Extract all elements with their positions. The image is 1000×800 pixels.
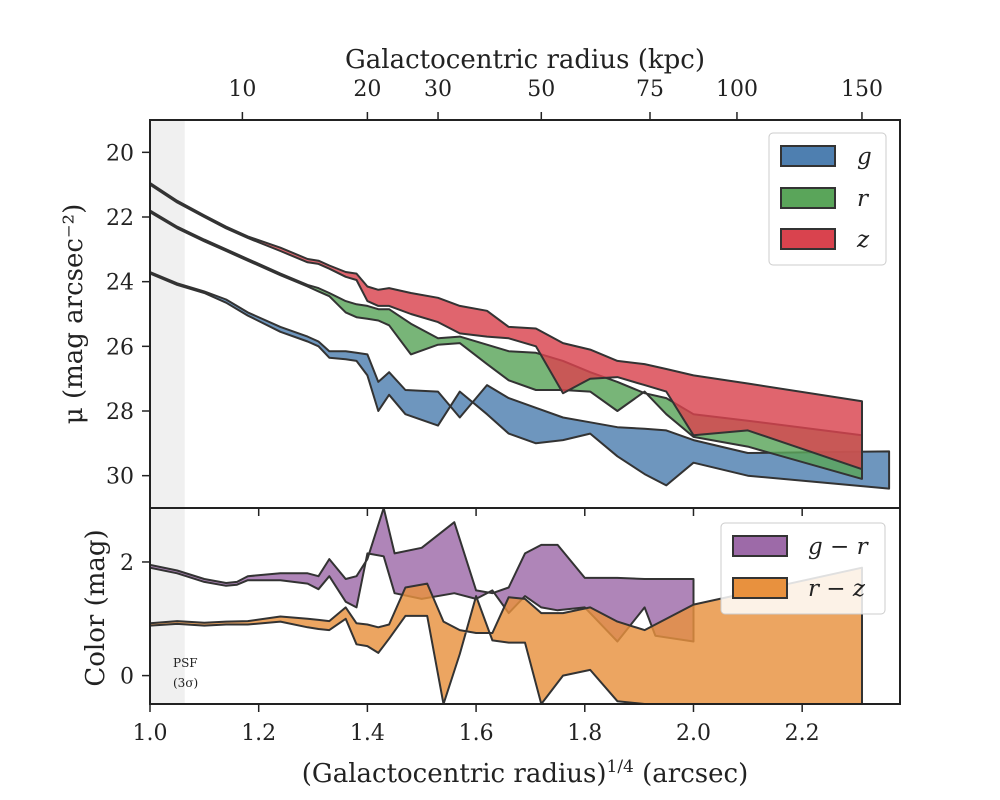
- legend-swatch-g: [780, 145, 836, 167]
- top-xtick-label: 20: [353, 77, 381, 102]
- bottom-axis-title-unit: (arcsec): [634, 759, 748, 789]
- surface-brightness-ytick-label: 28: [106, 400, 134, 425]
- legend-label-r-z: r − z: [808, 576, 866, 602]
- axis-ticks: 1.0 1.2 1.4 1.6 1.8 2.0 2.210 20 30 50 75 100 150202…: [106, 77, 883, 746]
- band-surface-brightness-0: [150, 271, 891, 490]
- top-xtick-label: 50: [527, 77, 555, 102]
- legend-swatch-r: [780, 187, 836, 209]
- color-bands: [150, 508, 863, 704]
- legend-label-z: z: [856, 227, 870, 253]
- top-xtick-label: 150: [841, 77, 883, 102]
- bottom-xtick-label: 2.0: [676, 721, 711, 746]
- bottom-xtick-label: 2.2: [785, 721, 820, 746]
- bottom-xtick-label: 1.0: [133, 721, 168, 746]
- top-xtick-label: 10: [228, 77, 256, 102]
- bottom-xtick-label: 1.6: [459, 721, 494, 746]
- surface-brightness-ytick-label: 20: [106, 141, 134, 166]
- color-ytick-label: 0: [120, 665, 134, 690]
- surface-brightness-ytick-label: 30: [106, 465, 134, 490]
- bottom-panel-ylabel: Color (mag): [81, 529, 111, 686]
- surface-brightness-ytick-label: 24: [106, 271, 134, 296]
- surface-brightness-series: [150, 182, 891, 490]
- color-ytick-label: 2: [120, 551, 134, 576]
- surface-brightness-ytick-label: 26: [106, 335, 134, 360]
- top-legend: g r z: [768, 132, 887, 266]
- bottom-axis-title-main: (Galactocentric radius): [302, 759, 607, 789]
- psf-region: [150, 120, 185, 704]
- legend-swatch-r-z: [732, 577, 788, 599]
- legend-label-g-r: g − r: [808, 534, 870, 560]
- bottom-axis-title-exponent: 1/4: [607, 757, 634, 777]
- bottom-panel-frame: [149, 507, 901, 705]
- psf-shade-0: [150, 120, 185, 508]
- bottom-xtick-label: 1.2: [241, 721, 276, 746]
- top-xtick-label: 75: [636, 77, 664, 102]
- bottom-xtick-label: 1.8: [567, 721, 602, 746]
- surface-brightness-bands: [150, 182, 891, 490]
- legend-label-r: r: [857, 186, 870, 212]
- psf-label: PSF: [173, 656, 198, 670]
- band-color-1: [150, 566, 863, 704]
- bottom-legend: g − r r − z: [720, 522, 886, 615]
- bottom-axis-title: (Galactocentric radius)1/4 (arcsec): [302, 757, 748, 789]
- surface-brightness-ytick-label: 22: [106, 206, 134, 231]
- legend-swatch-z: [780, 228, 836, 250]
- legend-swatch-g-r: [732, 535, 788, 557]
- top-panel-ylabel: μ (mag arcsec⁻²): [59, 204, 89, 424]
- top-xtick-label: 30: [424, 77, 452, 102]
- bottom-xtick-label: 1.4: [350, 721, 385, 746]
- band-surface-brightness-2: [150, 182, 863, 471]
- psf-sublabel: (3σ): [173, 676, 198, 690]
- psf-shade-1: [150, 508, 185, 704]
- top-xtick-label: 100: [716, 77, 758, 102]
- top-axis-title: Galactocentric radius (kpc): [345, 45, 705, 75]
- legend-label-g: g: [857, 144, 872, 170]
- color-series: [150, 508, 863, 704]
